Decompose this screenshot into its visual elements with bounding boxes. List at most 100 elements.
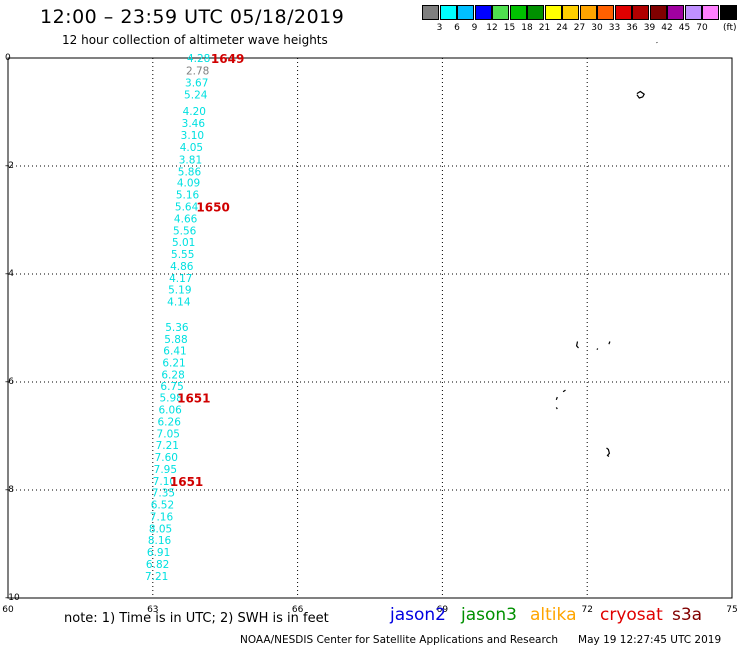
wave-height-value: 5.19 — [168, 285, 191, 297]
wave-height-value: 2.78 — [186, 65, 209, 77]
satellite-label-altika: altika — [530, 605, 577, 625]
scale-swatch — [614, 5, 632, 20]
wave-height-value: 5.88 — [164, 334, 187, 346]
scale-label: 27 — [573, 23, 586, 33]
wave-height-value: 3.81 — [179, 155, 202, 167]
footer-note: note: 1) Time is in UTC; 2) SWH is in fe… — [64, 611, 329, 626]
scale-label: 30 — [591, 23, 603, 33]
satellite-label-jason2: jason2 — [390, 605, 446, 625]
scale-swatch — [492, 5, 509, 20]
x-tick-label: 63 — [147, 605, 158, 615]
scale-label: 39 — [643, 23, 656, 33]
y-tick-label: -10 — [5, 593, 20, 603]
y-tick-label: -4 — [5, 269, 14, 279]
y-tick-label: -6 — [5, 377, 14, 387]
island-outline — [608, 341, 611, 345]
y-tick-label: -8 — [5, 485, 14, 495]
scale-label: 12 — [486, 23, 498, 33]
scale-swatch — [422, 5, 439, 20]
scale-swatch — [579, 5, 597, 20]
scale-swatch — [684, 5, 702, 20]
wave-height-value: 6.28 — [161, 369, 184, 381]
scale-label: 33 — [608, 23, 621, 33]
wave-height-value: 6.21 — [162, 358, 185, 370]
wave-height-value: 5.64 — [175, 202, 199, 214]
wave-height-value: 4.28 — [187, 53, 210, 65]
time-label: 1649 — [211, 52, 244, 66]
scale-label: 21 — [538, 23, 551, 33]
x-tick-label: 66 — [292, 605, 304, 615]
y-tick-label: -2 — [5, 161, 14, 171]
scale-label: 45 — [678, 23, 691, 33]
y-tick-label: 0 — [5, 53, 11, 63]
wave-height-value: 6.52 — [151, 500, 174, 512]
wave-height-value: 7.21 — [145, 571, 168, 583]
scale-label: 36 — [626, 23, 638, 33]
time-label: 1651 — [177, 392, 210, 406]
island-outline — [656, 41, 658, 44]
credit-text: NOAA/NESDIS Center for Satellite Applica… — [240, 634, 558, 646]
scale-label: 9 — [471, 23, 478, 33]
scale-swatch — [527, 5, 544, 20]
wave-height-value: 5.55 — [171, 249, 194, 261]
x-tick-label: 69 — [437, 605, 449, 615]
scale-swatch — [562, 5, 579, 20]
x-tick-label: 75 — [726, 605, 737, 615]
island-outline — [575, 341, 579, 349]
satellite-label-s3a: s3a — [672, 605, 703, 625]
wave-height-value: 7.05 — [157, 428, 180, 440]
satellite-label-cryosat: cryosat — [600, 605, 663, 625]
satellite-label-jason3: jason3 — [461, 605, 517, 625]
wave-height-value: 4.17 — [169, 273, 192, 285]
time-label: 1651 — [170, 475, 203, 489]
credit-line: NOAA/NESDIS Center for Satellite Applica… — [240, 634, 721, 646]
scale-label: 15 — [503, 23, 516, 33]
wave-height-value: 8.16 — [148, 535, 172, 547]
wave-height-value: 4.86 — [170, 261, 194, 273]
wave-height-value: 7.16 — [150, 511, 174, 523]
wave-height-value: 5.16 — [176, 190, 200, 202]
wave-height-value: 5.86 — [178, 166, 202, 178]
wave-height-value: 6.41 — [163, 346, 186, 358]
island-outline — [562, 389, 566, 393]
wave-height-value: 4.20 — [183, 106, 206, 118]
island-outline — [555, 407, 558, 410]
wave-height-value: 6.26 — [158, 416, 182, 428]
map-title: 12:00 – 23:59 UTC 05/18/2019 — [40, 6, 345, 28]
scale-swatch — [457, 5, 474, 20]
scale-label: 6 — [454, 23, 460, 33]
scale-label: 3 — [436, 23, 443, 33]
wave-height-value: 8.05 — [149, 523, 172, 535]
map-subtitle: 12 hour collection of altimeter wave hei… — [62, 33, 328, 47]
wave-height-value: 5.01 — [172, 237, 195, 249]
wave-height-value: 4.05 — [180, 142, 203, 154]
scale-swatch — [649, 5, 667, 20]
scale-swatch — [632, 5, 649, 20]
wave-height-value: 3.67 — [185, 77, 208, 89]
wave-height-value: 5.24 — [184, 90, 208, 102]
x-tick-label: 72 — [581, 605, 592, 615]
wave-height-value: 3.46 — [182, 118, 206, 130]
wave-height-value: 5.36 — [165, 322, 189, 334]
wave-height-value: 5.98 — [159, 393, 182, 405]
island-outline — [636, 90, 645, 99]
x-tick-label: 60 — [2, 605, 14, 615]
wave-height-value: 7.60 — [155, 452, 178, 464]
wave-height-value: 6.91 — [147, 547, 170, 559]
scale-swatch — [719, 5, 737, 20]
island-outline — [596, 348, 599, 350]
wave-height-value: 7.35 — [152, 488, 175, 500]
wave-height-value: 5.56 — [173, 225, 197, 237]
credit-timestamp: May 19 12:27:45 UTC 2019 — [578, 634, 722, 646]
scale-swatch — [544, 5, 562, 20]
scale-label: 18 — [521, 23, 533, 33]
island-outline — [555, 396, 558, 401]
scale-swatch — [597, 5, 614, 20]
wave-height-value: 4.09 — [177, 178, 200, 190]
scale-swatch — [439, 5, 457, 20]
scale-swatch — [509, 5, 527, 20]
scale-label: 42 — [661, 23, 673, 33]
scale-swatch — [667, 5, 684, 20]
scale-swatch — [474, 5, 492, 20]
wave-height-value: 6.82 — [146, 559, 169, 571]
